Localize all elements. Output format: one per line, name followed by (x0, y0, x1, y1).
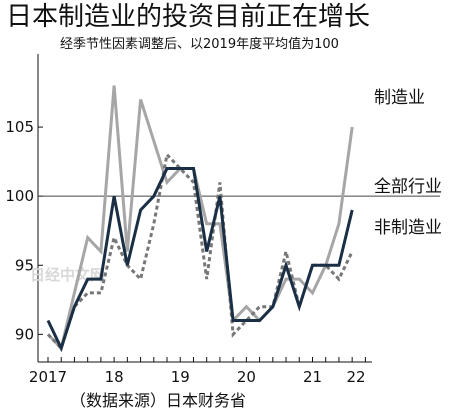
series-line-1 (46, 85, 354, 352)
x-tick-label: 2017 (29, 368, 67, 386)
series-line-2 (46, 167, 354, 353)
legend-label-2: 全部行业 (374, 177, 442, 197)
chart-title: 日本制造业的投资目前正在增长 (6, 2, 371, 32)
chart-subtitle: 经季节性因素调整后、以2019年度平均值为100 (60, 37, 339, 52)
x-tick-label: 22 (346, 368, 365, 386)
y-tick-label: 100 (5, 187, 34, 205)
data-source: （数据来源）日本财务省 (70, 391, 247, 410)
x-tick-label: 18 (105, 368, 124, 386)
watermark: 日经中文网 (30, 266, 105, 284)
y-tick-label: 95 (15, 256, 34, 274)
x-tick-label: 21 (303, 368, 322, 386)
y-tick-label: 90 (15, 325, 34, 343)
x-tick-label: 19 (171, 368, 190, 386)
chart-series (46, 85, 354, 353)
legend-label-1: 制造业 (374, 88, 425, 108)
legend-label-3: 非制造业 (374, 218, 442, 238)
series-line-3 (46, 151, 354, 352)
y-tick-label: 105 (5, 118, 34, 136)
watermark-text: 日经中文网 (30, 266, 105, 284)
x-tick-label: 20 (237, 368, 256, 386)
